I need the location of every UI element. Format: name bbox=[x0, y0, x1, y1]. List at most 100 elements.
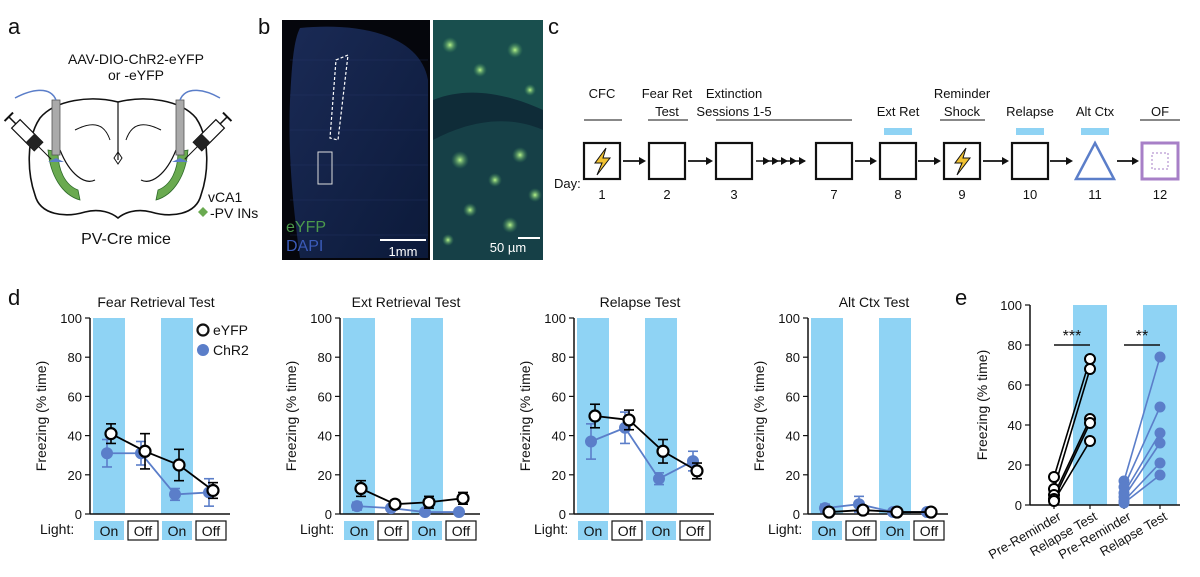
light-condition-box bbox=[880, 521, 910, 540]
data-point-eyfp bbox=[1048, 471, 1060, 483]
y-tick-label: 100 bbox=[60, 311, 82, 326]
y-axis-label: Freezing (% time) bbox=[974, 350, 990, 460]
y-axis-label: Freezing (% time) bbox=[283, 361, 299, 471]
pair-line-chr2 bbox=[1123, 462, 1161, 502]
syringe-left-icon bbox=[3, 111, 52, 160]
chart-1: Fear Retrieval Test 0 20 40 60 80 100 Freezing … bbox=[33, 294, 249, 541]
data-point-eyfp bbox=[890, 505, 904, 519]
y-tick-label: 40 bbox=[786, 429, 800, 444]
y-tick-label: 60 bbox=[552, 389, 566, 404]
data-point-eyfp bbox=[354, 481, 368, 496]
day-label: Day: bbox=[554, 176, 581, 191]
legend-marker-chr2 bbox=[197, 344, 209, 356]
data-point-eyfp bbox=[588, 409, 602, 423]
legend-marker-eyfp bbox=[196, 323, 210, 337]
light-condition-label: Off bbox=[134, 523, 153, 539]
light-condition-box bbox=[195, 520, 227, 541]
context-box-icon-7 bbox=[1010, 141, 1050, 181]
virus-label-2: or -eYFP bbox=[108, 67, 164, 83]
panel-label-c: c bbox=[548, 14, 559, 39]
pv-marker-icon bbox=[198, 207, 208, 217]
y-tick-label: 40 bbox=[1008, 418, 1022, 433]
y-tick-label: 100 bbox=[778, 311, 800, 326]
data-point-eyfp bbox=[422, 495, 436, 509]
y-tick-label: 100 bbox=[544, 311, 566, 326]
data-point-chr2 bbox=[653, 472, 665, 485]
cells-label: -PV INs bbox=[210, 205, 258, 221]
data-point-eyfp bbox=[656, 444, 670, 458]
light-on-band bbox=[411, 318, 443, 514]
data-point-chr2 bbox=[1154, 437, 1166, 449]
pair-line-eyfp bbox=[1053, 368, 1091, 490]
day-number-6: 9 bbox=[958, 187, 965, 202]
y-tick-label: 60 bbox=[318, 389, 332, 404]
context-box-icon-3 bbox=[714, 141, 754, 181]
data-point-eyfp bbox=[822, 505, 836, 519]
pair-line-chr2 bbox=[1123, 442, 1161, 498]
lightning-icon bbox=[594, 147, 612, 176]
day-number-2: 2 bbox=[663, 187, 670, 202]
data-point-eyfp bbox=[622, 413, 636, 427]
pair-line-eyfp bbox=[1053, 422, 1091, 500]
y-tick-label: 80 bbox=[68, 350, 82, 365]
step-label-5: Ext Ret bbox=[877, 104, 920, 119]
data-point-eyfp bbox=[104, 427, 118, 441]
light-label: Light: bbox=[768, 521, 802, 537]
optic-fiber-right-icon bbox=[175, 99, 185, 156]
series-line-eyfp bbox=[360, 487, 464, 506]
arrow-4-head-icon bbox=[870, 157, 877, 165]
data-point-chr2 bbox=[1154, 351, 1166, 363]
light-condition-label: Off bbox=[920, 523, 939, 539]
pair-line-chr2 bbox=[1123, 474, 1161, 504]
context-triangle-icon bbox=[1073, 140, 1117, 181]
light-condition-label: Off bbox=[384, 523, 403, 539]
day-number-5: 8 bbox=[894, 187, 901, 202]
light-condition-label: On bbox=[100, 523, 119, 539]
step-label-top-3: Extinction bbox=[706, 86, 762, 101]
series-line-chr2 bbox=[356, 505, 459, 513]
vca1-left-icon bbox=[47, 149, 81, 201]
light-condition-box bbox=[162, 521, 192, 540]
significance-stars: ** bbox=[1136, 328, 1148, 345]
open-field-icon bbox=[1140, 141, 1180, 181]
data-point-eyfp bbox=[690, 464, 704, 478]
data-point-chr2 bbox=[169, 488, 181, 501]
y-tick-label: 60 bbox=[1008, 378, 1022, 393]
light-condition-box bbox=[344, 521, 374, 540]
y-tick-label: 100 bbox=[1000, 298, 1022, 313]
day-number-1: 1 bbox=[598, 187, 605, 202]
data-point-chr2 bbox=[351, 500, 363, 513]
data-point-chr2 bbox=[1154, 401, 1166, 413]
y-tick-label: 20 bbox=[68, 468, 82, 483]
mice-label: PV-Cre mice bbox=[81, 231, 171, 248]
arrow-5-head-icon bbox=[934, 157, 941, 165]
context-box-icon-2 bbox=[647, 141, 687, 181]
pair-line-chr2 bbox=[1123, 432, 1161, 494]
legend-label-chr2: ChR2 bbox=[213, 342, 249, 358]
chart-title: Ext Retrieval Test bbox=[352, 294, 461, 310]
data-point-eyfp bbox=[1084, 363, 1096, 375]
y-tick-label: 100 bbox=[310, 311, 332, 326]
data-point-chr2 bbox=[1154, 469, 1166, 481]
light-condition-box bbox=[578, 521, 608, 540]
data-point-chr2 bbox=[585, 435, 597, 448]
data-point-eyfp bbox=[388, 497, 402, 511]
data-point-chr2 bbox=[1154, 427, 1166, 439]
y-tick-label: 60 bbox=[68, 389, 82, 404]
series-line-eyfp bbox=[594, 415, 698, 472]
panel-d: Fear Retrieval Test 0 20 40 60 80 100 Freezing … bbox=[33, 294, 948, 541]
y-tick-label: 40 bbox=[318, 429, 332, 444]
pair-line-chr2 bbox=[1123, 356, 1161, 482]
data-point-eyfp bbox=[206, 483, 220, 498]
panel-label-e: e bbox=[955, 285, 967, 310]
step-label-top-2: Fear Ret bbox=[642, 86, 693, 101]
chart-3: Relapse Test 0 20 40 60 80 100 Freezing (% time… bbox=[517, 294, 714, 541]
day-number-3: 3 bbox=[730, 187, 737, 202]
step-label-8: Alt Ctx bbox=[1076, 104, 1115, 119]
data-point-eyfp bbox=[1084, 435, 1096, 447]
data-point-eyfp bbox=[1084, 353, 1096, 365]
day-number-8: 11 bbox=[1088, 187, 1102, 202]
panel-c: c Day: CFC 1 Fear Ret Test 2 Extinction Sessio… bbox=[548, 14, 1180, 202]
light-condition-box bbox=[845, 520, 877, 541]
